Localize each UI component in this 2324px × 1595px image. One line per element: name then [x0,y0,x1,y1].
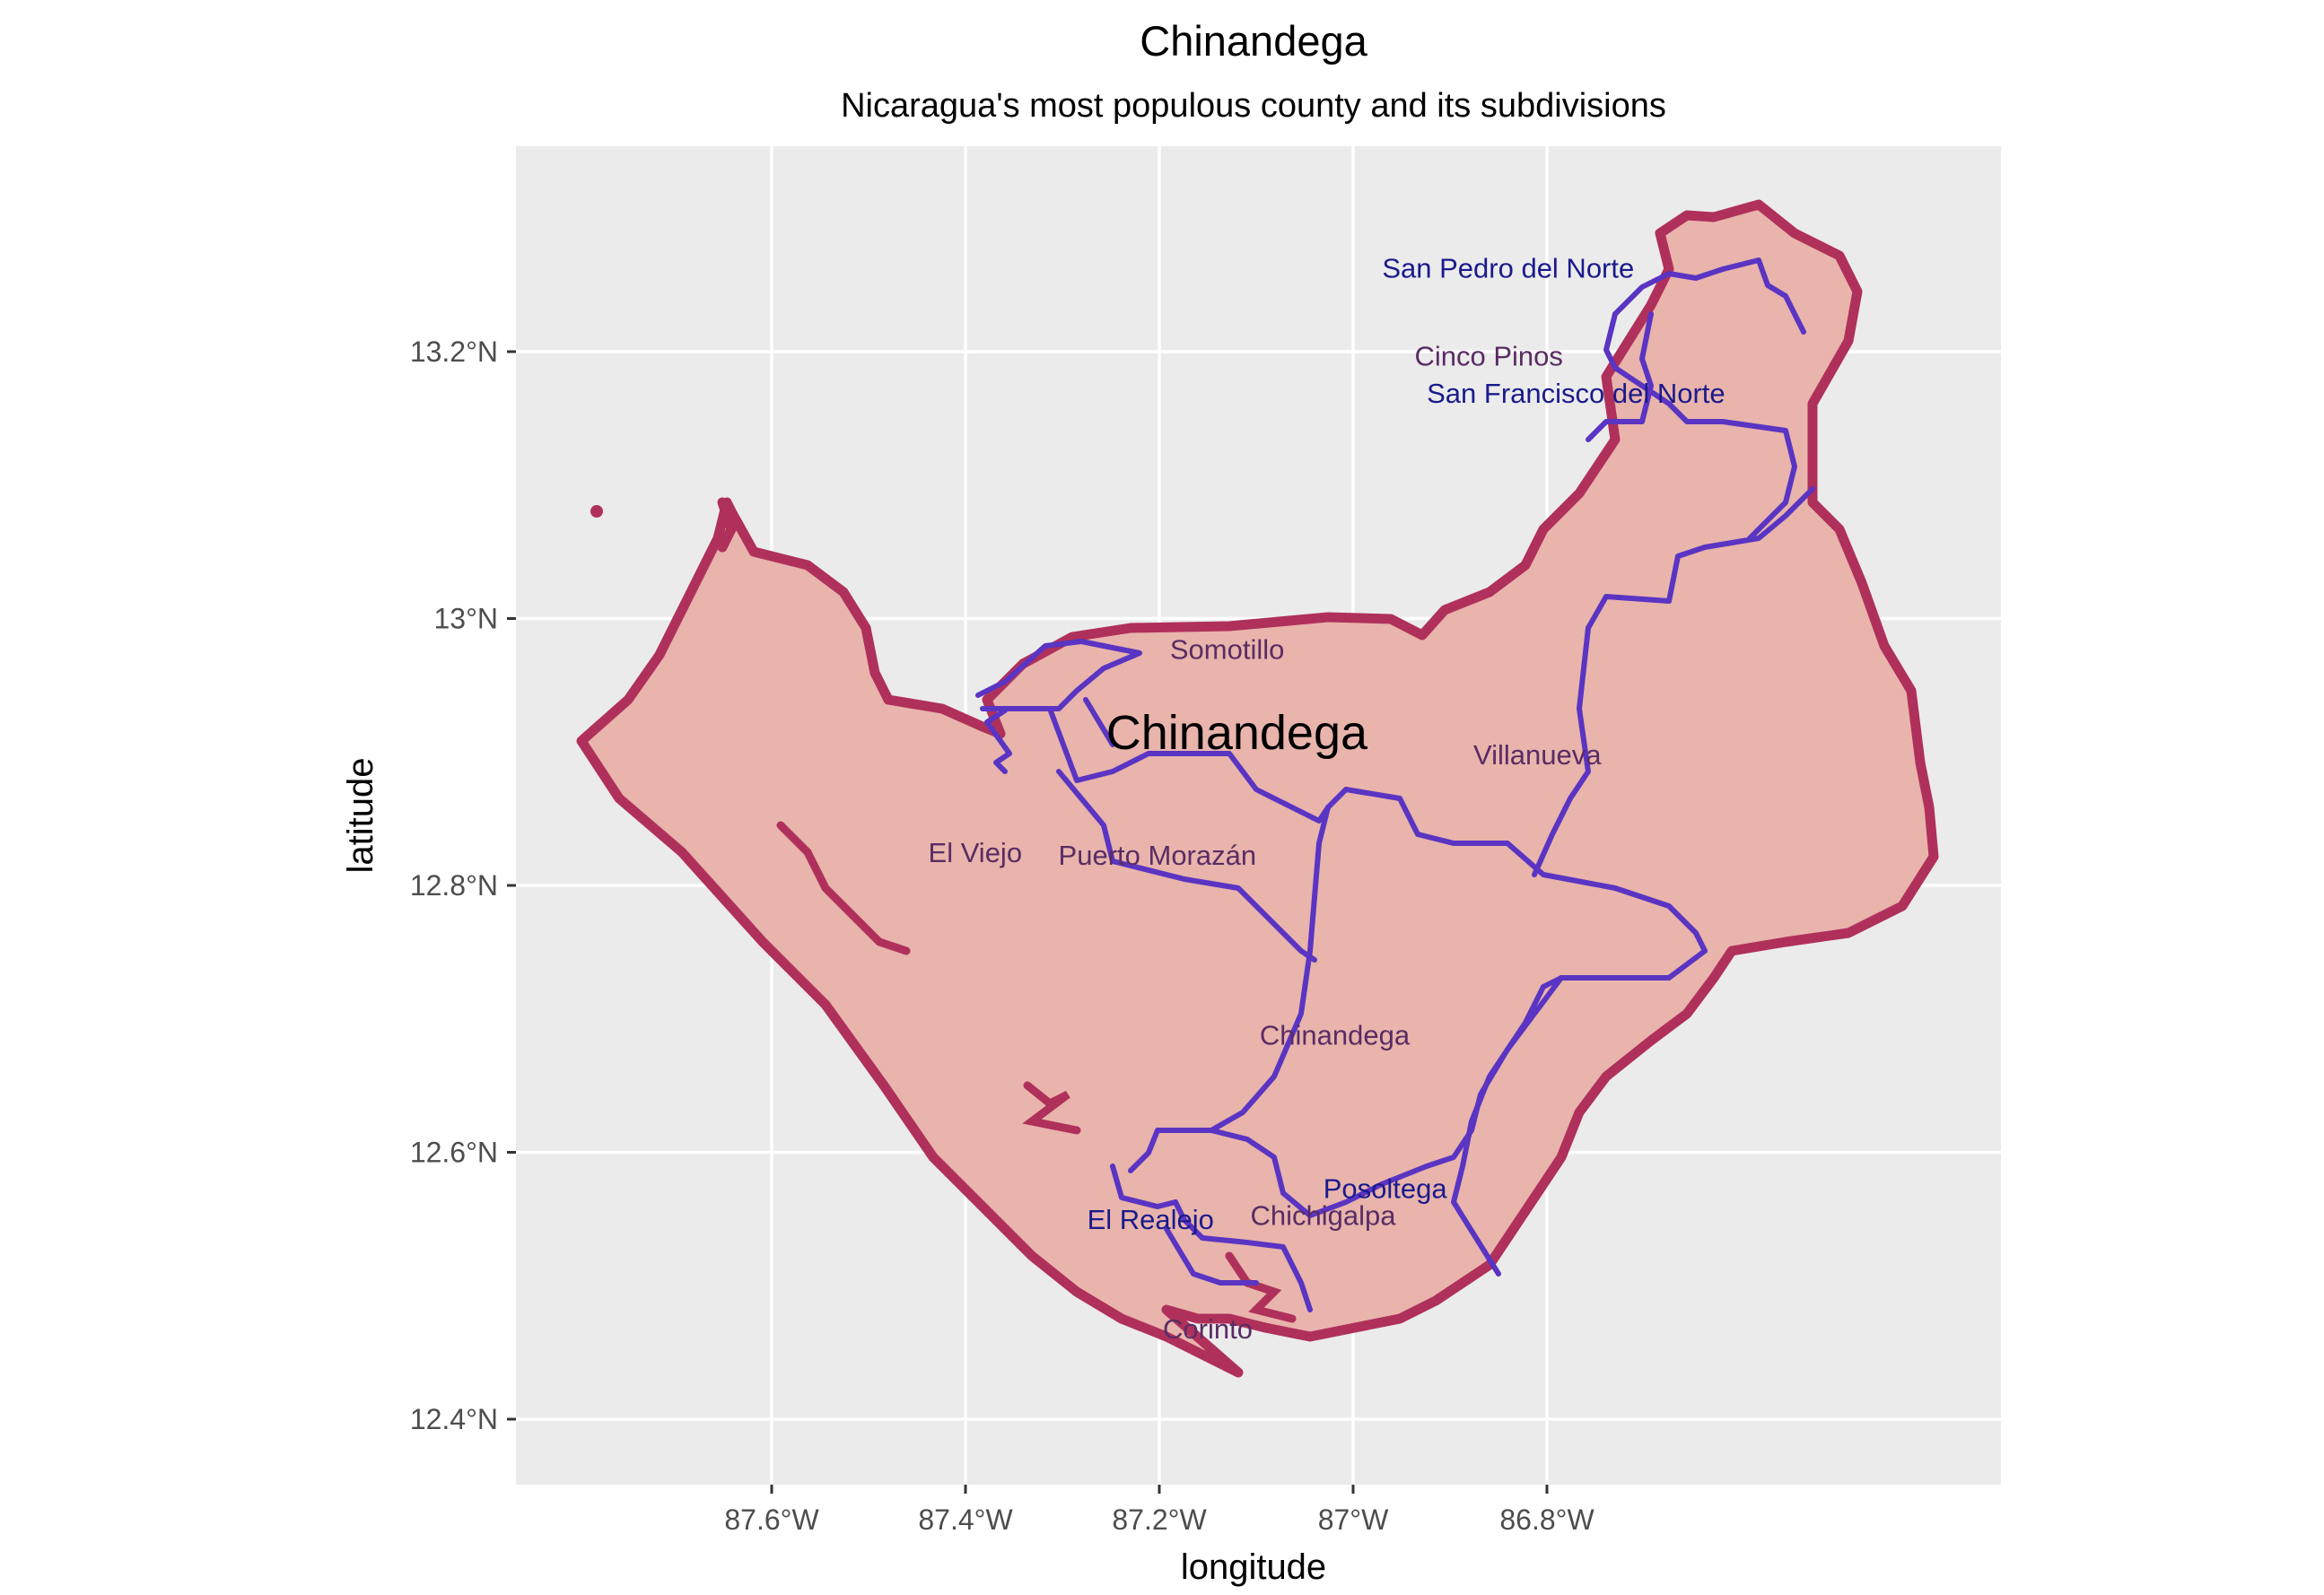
county-map [576,199,1939,1378]
municipality-label: San Francisco del Norte [1427,378,1726,409]
x-tick-label: 87.6°W [724,1503,819,1536]
estero-north [776,821,911,955]
y-tick-label: 12.8°N [410,869,498,902]
municipality-label: San Pedro del Norte [1382,252,1634,283]
municipality-label: El Viejo [929,837,1023,868]
x-tick-label: 87.4°W [918,1503,1013,1536]
map-subtitle: Nicaragua's most populous county and its… [841,87,1666,125]
municipality-label: Chichigalpa [1251,1199,1397,1231]
municipality-label: Posoltega [1324,1173,1448,1205]
map-title: Chinandega [1140,17,1367,65]
offshore-island [590,505,603,518]
municipality-label: El Realejo [1088,1204,1214,1235]
x-tick-label: 86.8°W [1499,1503,1594,1536]
estero-south [1022,1081,1081,1135]
x-tick-label: 87.2°W [1112,1503,1207,1536]
municipality-label: Villanueva [1473,739,1602,771]
y-tick-label: 13.2°N [410,336,498,368]
municipality-label: Corinto [1163,1313,1253,1345]
municipality-label: Puerto Morazán [1059,840,1257,871]
municipality-labels: San Pedro del Norte Cinco Pinos San Franci… [929,252,1726,1345]
coast-spit [717,497,737,553]
subdivision-boundaries [975,257,1815,1312]
municipality-label: Somotillo [1170,634,1285,666]
y-tick-label: 12.4°N [410,1403,498,1435]
municipality-label: Cinco Pinos [1414,340,1562,371]
y-axis-title: latitude [341,758,380,874]
county-label: Chinandega [1106,706,1368,760]
x-axis: 87.6°W 87.4°W 87.2°W 87°W 86.8°W [724,1485,1594,1536]
municipality-label: Chinandega [1260,1020,1411,1051]
y-axis: 12.4°N 12.6°N 12.8°N 13°N 13.2°N [410,336,516,1435]
y-tick-label: 12.6°N [410,1137,498,1169]
y-tick-label: 13°N [434,603,499,635]
estero-corinto [1225,1251,1297,1323]
x-axis-title: longitude [1181,1547,1326,1587]
x-tick-label: 87°W [1318,1503,1389,1536]
